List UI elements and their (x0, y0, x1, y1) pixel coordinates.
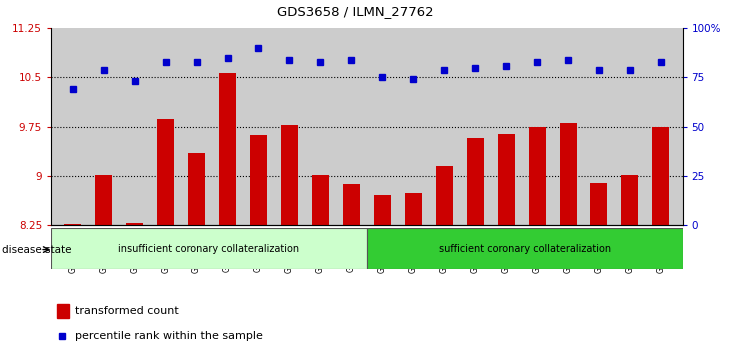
Bar (404, 193, 422, 225)
Bar (281, 125, 298, 225)
Bar (621, 175, 639, 225)
Bar (343, 183, 360, 225)
FancyBboxPatch shape (367, 228, 683, 269)
Text: percentile rank within the sample: percentile rank within the sample (75, 331, 263, 341)
FancyBboxPatch shape (51, 228, 367, 269)
Bar (95, 175, 112, 225)
Bar (157, 119, 174, 225)
Bar (219, 73, 236, 225)
Bar (64, 224, 81, 225)
Bar (126, 223, 143, 225)
Text: sufficient coronary collateralization: sufficient coronary collateralization (439, 244, 611, 254)
Bar (250, 135, 267, 225)
Bar (466, 138, 484, 225)
Bar (591, 183, 607, 225)
Bar (436, 166, 453, 225)
Text: GDS3658 / ILMN_27762: GDS3658 / ILMN_27762 (277, 5, 434, 18)
Bar (559, 123, 577, 225)
Bar (374, 195, 391, 225)
Text: transformed count: transformed count (75, 306, 179, 316)
Text: disease state: disease state (2, 245, 72, 255)
Text: insufficient coronary collateralization: insufficient coronary collateralization (118, 244, 299, 254)
Bar (188, 153, 205, 225)
Bar (312, 175, 329, 225)
Bar (58, 304, 69, 318)
Bar (653, 127, 669, 225)
Bar (498, 134, 515, 225)
Bar (529, 127, 545, 225)
